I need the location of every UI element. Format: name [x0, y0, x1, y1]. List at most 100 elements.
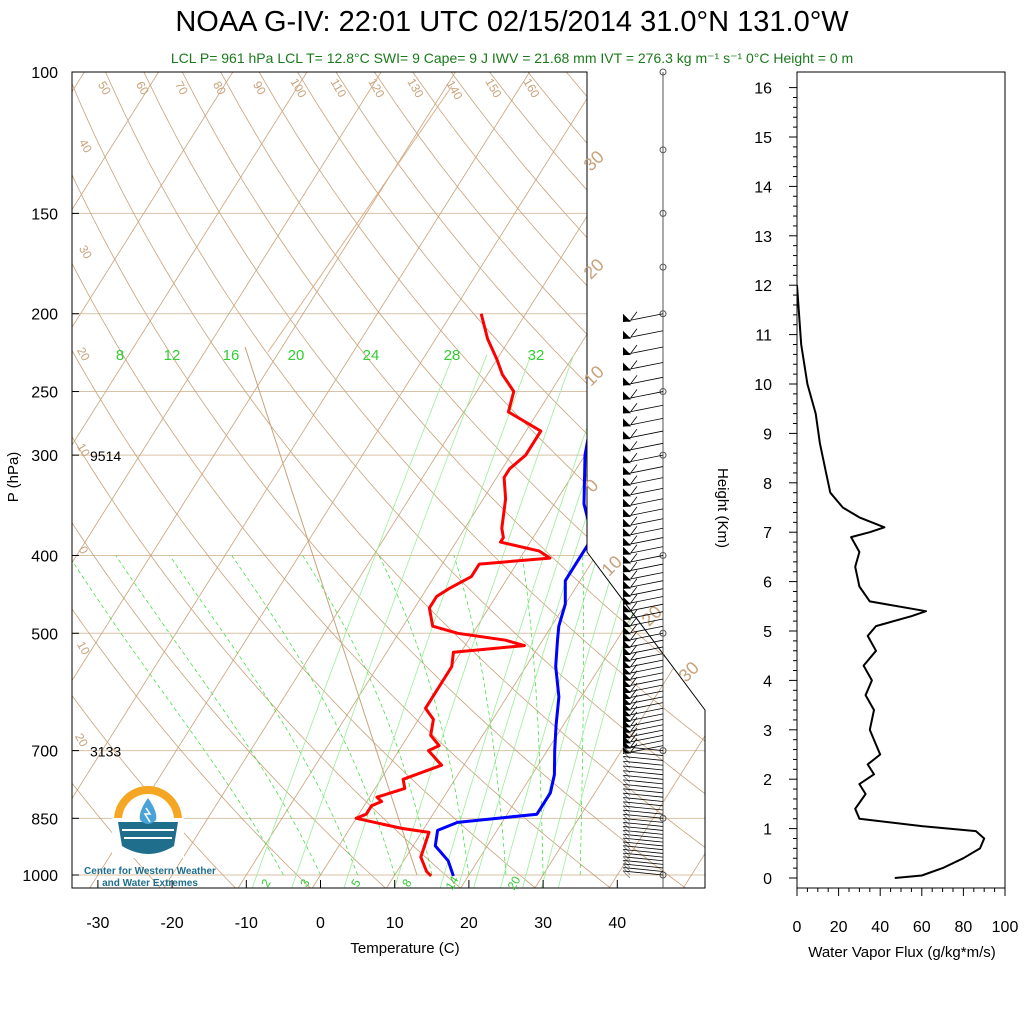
wind-barb-flag [623, 346, 631, 355]
wind-barb-flag [623, 611, 631, 620]
wind-barb-feather [630, 717, 638, 726]
wind-barb-flag [623, 690, 631, 699]
wind-barb-feather [630, 311, 638, 320]
wind-barb-feather [630, 360, 638, 369]
wind-barb-feather [630, 637, 638, 647]
wind-barb-feather [630, 452, 638, 462]
x-tick-label: -30 [86, 915, 109, 932]
mixing-ratio-label: 14 [443, 873, 462, 892]
wind-barb [622, 404, 664, 414]
wind-barb-flag [623, 555, 631, 564]
parcel-line [244, 346, 418, 876]
wind-barb-feather [630, 578, 638, 587]
mixing-ratio-line [289, 354, 488, 888]
flux-series [797, 285, 986, 879]
wind-barb-feather [622, 826, 631, 834]
wind-barb-flag [623, 405, 631, 414]
moist-adiabat-line [579, 555, 584, 876]
wind-barb-flag [623, 528, 631, 537]
flux-x-axis-label: Water Vapor Flux (g/kg*m/s) [808, 944, 996, 961]
wind-barb [622, 487, 664, 497]
wind-barb-flag [623, 702, 631, 711]
wind-barb-feather [622, 809, 631, 818]
wind-barb-feather [622, 779, 631, 788]
wind-barb [622, 849, 664, 854]
moist-adiabat-line [302, 555, 433, 876]
wind-barb-flag [623, 580, 631, 589]
barb-calm-circle [659, 68, 667, 76]
wind-barb-flag [623, 653, 631, 662]
flux-y-axis-label: Height (Km) [714, 468, 731, 548]
wetbulb-label: 10 [580, 362, 608, 390]
barb-calm-circle [659, 451, 667, 459]
wind-barb-feather [630, 561, 638, 571]
wind-barb-feather [630, 682, 638, 692]
wind-barb [622, 826, 664, 831]
wind-barb [622, 852, 664, 858]
x-tick-label: 0 [316, 915, 325, 932]
wind-barb-feather [630, 616, 638, 626]
dry-adiabat-line [72, 72, 616, 888]
wind-barb-flag [623, 377, 631, 386]
theta-label: 100 [287, 76, 309, 101]
wind-barb-feather [630, 570, 638, 579]
wind-barb [622, 770, 664, 776]
wind-barb-flag [623, 313, 631, 322]
wind-barb-flag [623, 708, 631, 717]
wind-barb-flag [623, 604, 631, 613]
wind-barb-flag [623, 724, 631, 733]
wind-barb-feather [630, 623, 638, 633]
wind-barb-flag [623, 596, 631, 605]
wind-barb [622, 774, 664, 780]
wind-barb-flag [623, 518, 631, 527]
mixing-ratio-line [392, 354, 575, 888]
theta-label: 70 [172, 79, 191, 98]
flux-y-tick-label: 4 [763, 673, 772, 690]
theta-label: 40 [76, 137, 95, 156]
mixing-ratio-label: 2 [258, 876, 274, 889]
mixing-ratio-line [540, 354, 697, 888]
wind-barbs [622, 68, 667, 888]
wind-barb-feather [622, 841, 631, 850]
dry-adiabat-line [313, 72, 705, 888]
wind-barb [622, 454, 664, 464]
dry-adiabat-line [72, 72, 315, 888]
wind-barb-flag [623, 619, 631, 628]
wetbulb-label: 30 [580, 147, 608, 175]
wind-barb-feather [622, 792, 631, 801]
wind-barb-feather [622, 818, 631, 826]
flux-x-tick-label: 40 [871, 919, 889, 936]
isotherm-line [532, 72, 705, 888]
dry-adiabat-line [536, 72, 705, 888]
wind-barb [622, 837, 664, 843]
moist-adiabat-line [231, 555, 396, 876]
wind-barb-feather [622, 797, 631, 805]
wind-barb [622, 313, 664, 323]
flux-y-tick-label: 6 [763, 575, 772, 592]
wind-barb-feather [622, 775, 631, 783]
wind-barb-feather [630, 535, 638, 544]
wind-barb-flag [623, 660, 631, 669]
wind-barb-feather [630, 475, 638, 484]
wind-barb-flag [623, 418, 631, 427]
wind-barb-feather [630, 516, 638, 525]
isotherm-line [680, 72, 705, 888]
wind-barb-feather [622, 801, 631, 810]
flux-y-tick-label: 3 [763, 723, 772, 740]
wind-barb-flag [623, 431, 631, 440]
moist-adiabat-line [169, 555, 358, 876]
wind-barb-flag [623, 498, 631, 507]
wind-barb-feather [630, 694, 638, 704]
wind-barb-feather [622, 845, 631, 853]
wind-barb-flag [623, 391, 631, 400]
x-tick-label: 40 [608, 915, 626, 932]
wetbulb-label: 10 [598, 552, 626, 580]
dry-adiabat-line [462, 72, 705, 888]
theta-label: 110 [328, 76, 350, 100]
wind-barb-feather [630, 496, 638, 506]
wind-barb [622, 756, 664, 761]
wind-barb-feather [630, 733, 638, 742]
cw3e-logo-icon [112, 786, 184, 858]
wind-barb-feather [630, 664, 638, 673]
